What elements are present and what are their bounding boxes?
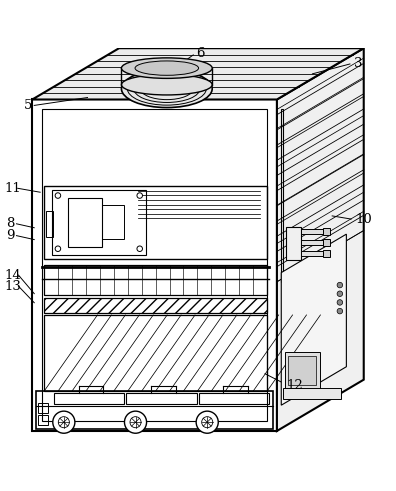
Circle shape <box>137 193 143 198</box>
Bar <box>52 190 146 255</box>
Circle shape <box>337 308 343 314</box>
Text: 9: 9 <box>7 229 15 242</box>
Polygon shape <box>32 100 277 431</box>
Bar <box>36 391 273 429</box>
Circle shape <box>337 291 343 297</box>
Bar <box>46 211 53 237</box>
Bar <box>38 403 48 413</box>
Bar <box>42 109 267 421</box>
Circle shape <box>337 300 343 305</box>
Bar <box>301 251 323 256</box>
Text: 8: 8 <box>7 218 15 230</box>
Ellipse shape <box>122 70 212 108</box>
Text: 14: 14 <box>5 269 21 282</box>
Bar <box>301 229 323 234</box>
Circle shape <box>53 411 75 433</box>
Bar <box>323 228 330 235</box>
Bar <box>288 356 316 385</box>
Text: 13: 13 <box>5 280 21 294</box>
Bar <box>281 109 283 282</box>
Polygon shape <box>281 234 346 405</box>
Ellipse shape <box>135 61 198 75</box>
Bar <box>199 393 269 404</box>
Bar <box>102 205 124 240</box>
Text: 3: 3 <box>354 57 362 71</box>
Circle shape <box>55 246 61 251</box>
Bar <box>38 415 48 425</box>
Circle shape <box>124 411 147 433</box>
Bar <box>54 393 124 404</box>
Text: 5: 5 <box>25 99 33 112</box>
Bar <box>126 393 197 404</box>
Text: 11: 11 <box>5 182 21 195</box>
Circle shape <box>337 282 343 288</box>
Polygon shape <box>277 48 364 431</box>
Bar <box>44 315 267 391</box>
Bar <box>323 239 330 246</box>
Ellipse shape <box>122 58 212 79</box>
Bar <box>283 388 341 399</box>
Text: 10: 10 <box>355 214 372 226</box>
Ellipse shape <box>122 75 212 95</box>
Bar <box>323 250 330 257</box>
Bar <box>301 241 323 245</box>
Bar <box>68 197 102 247</box>
Bar <box>44 299 267 313</box>
Polygon shape <box>32 48 364 100</box>
Bar <box>284 352 320 389</box>
Bar <box>286 226 301 260</box>
Circle shape <box>196 411 218 433</box>
Bar <box>44 265 267 295</box>
Circle shape <box>55 193 61 198</box>
Circle shape <box>137 246 143 251</box>
Text: 6: 6 <box>196 47 204 60</box>
Bar <box>44 186 267 259</box>
Text: 12: 12 <box>287 379 304 392</box>
